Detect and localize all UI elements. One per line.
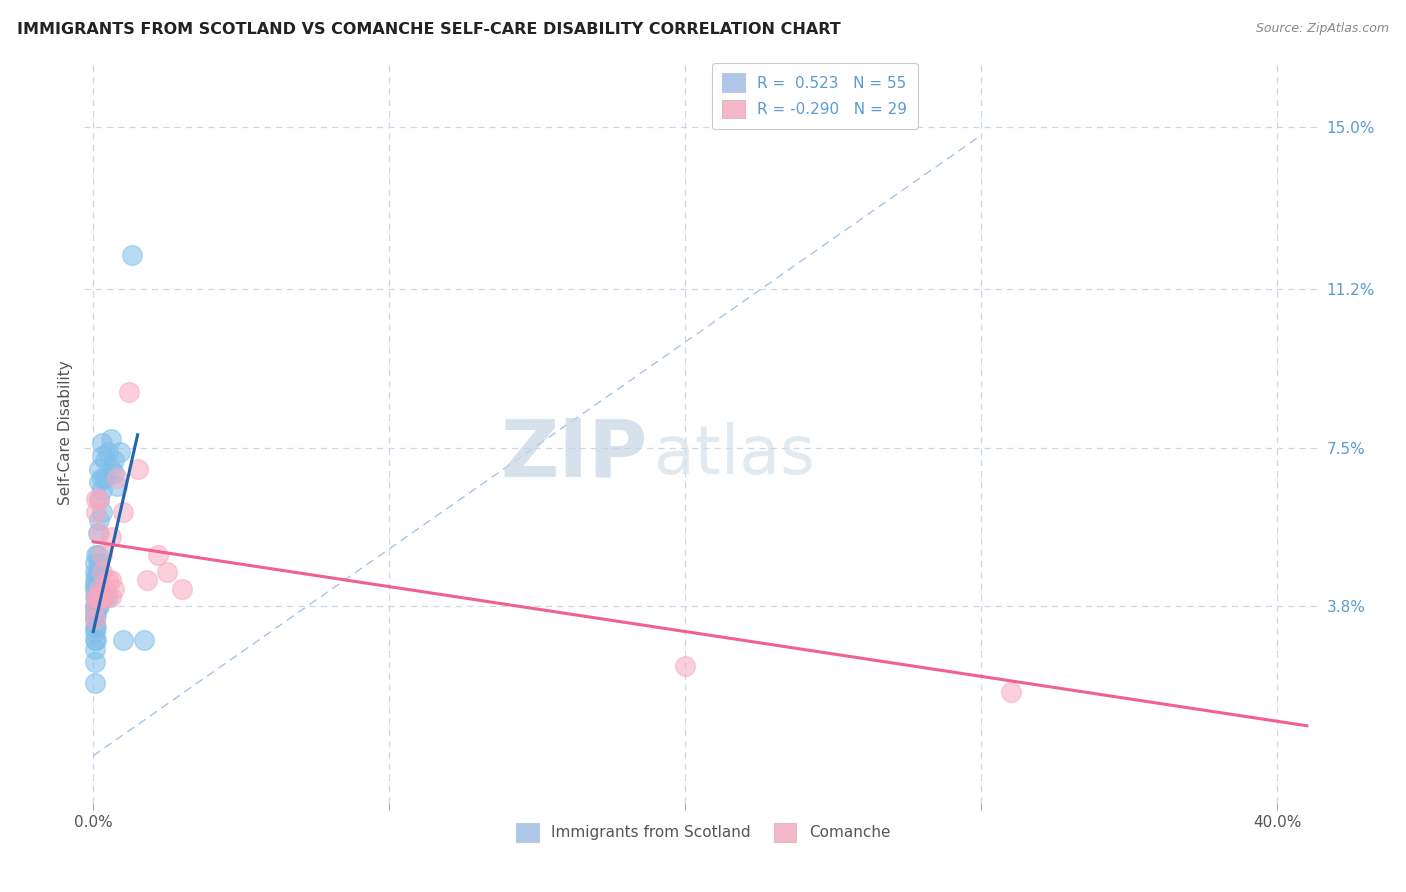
Point — [89, 599, 111, 613]
Point — [91, 505, 114, 519]
Point — [89, 526, 111, 541]
Point — [97, 574, 120, 588]
Point — [89, 556, 111, 570]
Y-axis label: Self-Care Disability: Self-Care Disability — [58, 360, 73, 505]
Legend: Immigrants from Scotland, Comanche: Immigrants from Scotland, Comanche — [506, 814, 900, 851]
Point — [111, 505, 134, 519]
Point — [83, 599, 105, 613]
Point — [86, 526, 108, 541]
Text: atlas: atlas — [654, 422, 814, 488]
Point — [84, 491, 107, 506]
Point — [84, 505, 107, 519]
Point — [91, 565, 114, 579]
Point — [84, 591, 107, 605]
Point — [83, 624, 105, 639]
Point — [170, 582, 193, 596]
Point — [127, 462, 149, 476]
Point — [86, 591, 108, 605]
Point — [1000, 684, 1022, 698]
Point — [135, 574, 157, 588]
Point — [97, 591, 120, 605]
Point — [86, 599, 108, 613]
Point — [83, 633, 105, 648]
Point — [84, 591, 107, 605]
Point — [121, 248, 143, 262]
Point — [83, 599, 105, 613]
Point — [91, 591, 114, 605]
Point — [83, 582, 105, 596]
Point — [91, 548, 114, 562]
Point — [673, 658, 696, 673]
Point — [83, 574, 105, 588]
Point — [91, 449, 114, 463]
Point — [83, 655, 105, 669]
Point — [83, 565, 105, 579]
Point — [84, 633, 107, 648]
Point — [89, 491, 111, 506]
Point — [100, 531, 122, 545]
Point — [84, 599, 107, 613]
Point — [84, 582, 107, 596]
Point — [83, 612, 105, 626]
Point — [89, 491, 111, 506]
Point — [105, 479, 128, 493]
Text: IMMIGRANTS FROM SCOTLAND VS COMANCHE SELF-CARE DISABILITY CORRELATION CHART: IMMIGRANTS FROM SCOTLAND VS COMANCHE SEL… — [17, 22, 841, 37]
Point — [118, 384, 141, 399]
Point — [103, 582, 125, 596]
Point — [83, 612, 105, 626]
Point — [156, 565, 179, 579]
Point — [94, 591, 117, 605]
Point — [100, 591, 122, 605]
Point — [83, 607, 105, 622]
Point — [89, 582, 111, 596]
Point — [89, 462, 111, 476]
Point — [100, 462, 122, 476]
Point — [83, 577, 105, 591]
Point — [100, 574, 122, 588]
Point — [103, 453, 125, 467]
Point — [84, 569, 107, 583]
Point — [84, 607, 107, 622]
Point — [105, 470, 128, 484]
Point — [83, 591, 105, 605]
Point — [94, 582, 117, 596]
Point — [83, 676, 105, 690]
Point — [94, 591, 117, 605]
Point — [91, 436, 114, 450]
Point — [89, 475, 111, 489]
Point — [148, 548, 170, 562]
Point — [86, 565, 108, 579]
Point — [94, 470, 117, 484]
Point — [94, 453, 117, 467]
Point — [103, 467, 125, 481]
Point — [84, 548, 107, 562]
Point — [132, 633, 155, 648]
Point — [86, 548, 108, 562]
Point — [91, 470, 114, 484]
Point — [111, 633, 134, 648]
Point — [86, 582, 108, 596]
Point — [84, 620, 107, 634]
Point — [91, 483, 114, 498]
Point — [89, 582, 111, 596]
Point — [100, 432, 122, 446]
Point — [89, 513, 111, 527]
Point — [83, 641, 105, 656]
Text: Source: ZipAtlas.com: Source: ZipAtlas.com — [1256, 22, 1389, 36]
Point — [83, 603, 105, 617]
Point — [108, 445, 131, 459]
Point — [97, 445, 120, 459]
Point — [83, 620, 105, 634]
Text: ZIP: ZIP — [501, 416, 647, 494]
Point — [83, 556, 105, 570]
